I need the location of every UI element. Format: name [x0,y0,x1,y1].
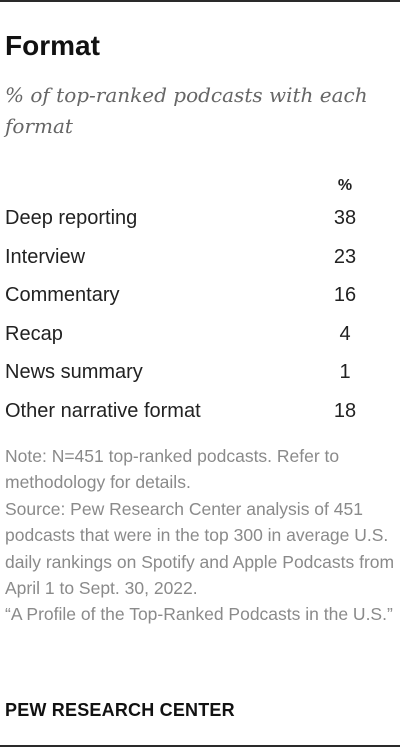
row-value: 16 [333,284,357,306]
notes-block: Note: N=451 top-ranked podcasts. Refer t… [5,443,397,628]
note-text: Note: N=451 top-ranked podcasts. Refer t… [5,446,340,493]
value-column-header: % [337,177,353,194]
row-label: Interview [5,245,86,268]
row-label: News summary [5,361,143,383]
table-row: Commentary 16 [5,277,395,316]
row-label: Other narrative format [5,399,201,422]
row-value: 18 [333,399,357,422]
table-rows: Deep reporting 38 Interview 23 Commentary 16 R… [5,200,395,431]
table-row: Deep reporting 38 [5,200,395,239]
table-row: News summary 1 [5,354,395,393]
table-row: Recap 4 [5,316,395,355]
pew-research-center-logo: PEW RESEARCH CENTER [5,700,235,720]
chart-subtitle: % of top-ranked podcasts with each forma… [5,83,368,138]
report-title-text: “A Profile of the Top-Ranked Podcasts in… [5,604,393,625]
row-label: Recap [5,322,63,345]
table-row: Other narrative format 18 [5,393,395,432]
row-value: 38 [333,207,357,229]
chart-title: Format [5,30,100,61]
row-value: 4 [339,322,351,345]
row-value: 23 [333,245,357,268]
bottom-divider [0,745,400,747]
source-text: Source: Pew Research Center analysis of … [5,498,395,599]
row-label: Deep reporting [5,207,138,229]
top-divider [0,0,400,2]
table-row: Interview 23 [5,239,395,278]
row-value: 1 [339,361,351,383]
row-label: Commentary [5,284,120,306]
